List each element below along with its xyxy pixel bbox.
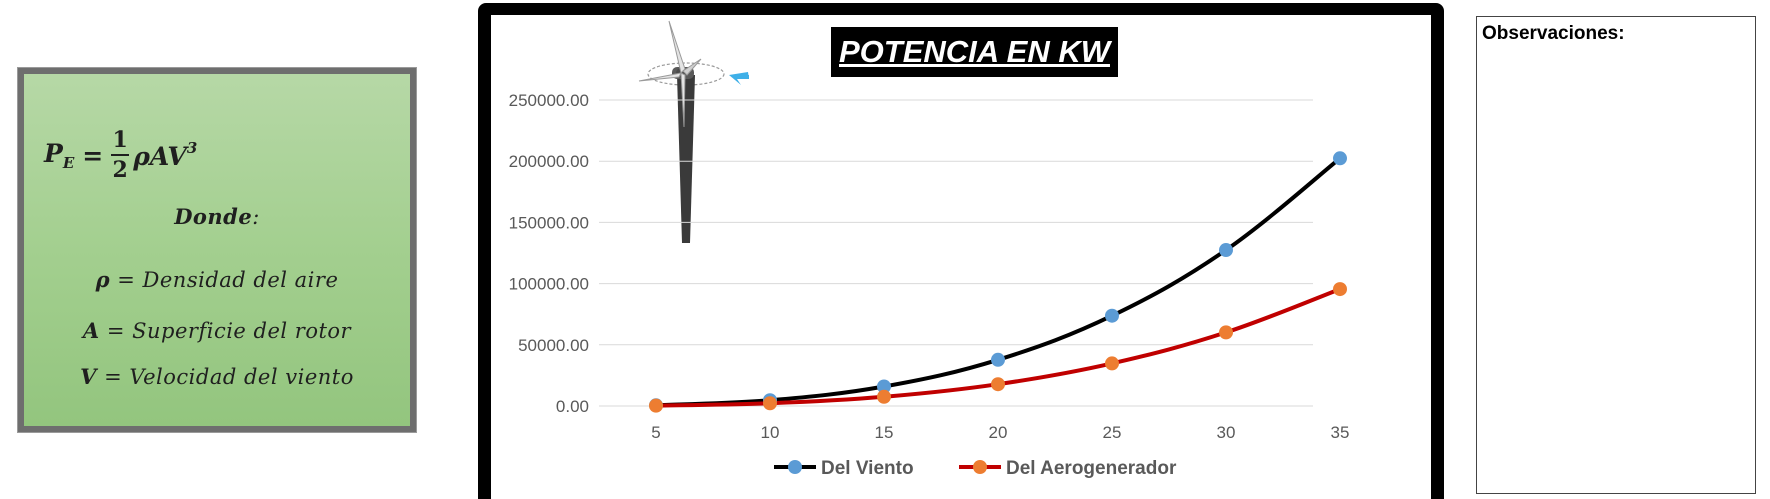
fraction-numerator: 1 bbox=[112, 127, 128, 153]
x-tick-label: 20 bbox=[989, 423, 1008, 442]
gridlines bbox=[599, 99, 1313, 407]
formula-rhs: ρAV3 bbox=[133, 139, 198, 172]
chart-area: 0.00 50000.00 100000.00 150000.00 200000.00 2… bbox=[491, 15, 1431, 499]
donde-heading: Donde: bbox=[174, 204, 260, 229]
power-formula: PE = 1 2 ρAV3 bbox=[44, 127, 198, 184]
formula-panel: PE = 1 2 ρAV3 Donde: ρ = Densidad del ai… bbox=[18, 68, 416, 432]
series-2-point bbox=[763, 396, 777, 411]
rho-definition-text: = Densidad del aire bbox=[117, 268, 339, 292]
fraction-denominator: 2 bbox=[112, 157, 128, 184]
legend: Del Viento Del Aerogenerador bbox=[774, 458, 1177, 479]
formula-rhs-superscript: 3 bbox=[186, 139, 198, 158]
y-tick-label: 150000.00 bbox=[509, 213, 589, 232]
y-tick-label: 200000.00 bbox=[509, 152, 589, 171]
x-tick-label: 5 bbox=[651, 423, 660, 442]
series-1-point bbox=[877, 379, 891, 394]
x-tick-label: 10 bbox=[761, 423, 780, 442]
series-2-point bbox=[991, 377, 1005, 392]
series-1-point bbox=[1333, 151, 1347, 166]
x-tick-label: 25 bbox=[1103, 423, 1122, 442]
y-axis-ticks: 0.00 50000.00 100000.00 150000.00 200000.00 2… bbox=[509, 91, 589, 416]
series-2-point bbox=[649, 398, 663, 413]
area-symbol: A bbox=[82, 318, 100, 343]
legend-label-1: Del Viento bbox=[821, 458, 914, 479]
y-tick-label: 50000.00 bbox=[518, 336, 589, 355]
legend-marker-2 bbox=[973, 460, 987, 474]
x-tick-label: 35 bbox=[1331, 423, 1350, 442]
series-2-point bbox=[1333, 282, 1347, 297]
series-1-point bbox=[1105, 308, 1119, 323]
chart-title: POTENCIA EN KW bbox=[831, 27, 1118, 77]
observations-title: Observaciones: bbox=[1482, 23, 1625, 44]
y-tick-label: 250000.00 bbox=[509, 91, 589, 110]
series-1-point bbox=[1219, 243, 1233, 258]
series-line-1 bbox=[654, 156, 1342, 408]
observations-box[interactable]: Observaciones: bbox=[1476, 16, 1756, 494]
wind-arrow-icon bbox=[729, 72, 749, 85]
legend-marker-1 bbox=[788, 460, 802, 474]
velocity-symbol: V bbox=[80, 364, 97, 389]
x-tick-label: 30 bbox=[1217, 423, 1236, 442]
series-group bbox=[649, 151, 1347, 413]
x-tick-label: 15 bbox=[875, 423, 894, 442]
formula-equals: = bbox=[82, 140, 104, 170]
area-definition: A = Superficie del rotor bbox=[24, 318, 410, 343]
series-2-point bbox=[1219, 325, 1233, 340]
chart-frame: 0.00 50000.00 100000.00 150000.00 200000.00 2… bbox=[478, 3, 1444, 499]
formula-lhs-subscript: E bbox=[62, 153, 75, 172]
legend-label-2: Del Aerogenerador bbox=[1006, 458, 1177, 479]
velocity-definition-text: = Velocidad del viento bbox=[104, 365, 354, 389]
series-2-point bbox=[1105, 356, 1119, 371]
series-2-point bbox=[877, 389, 891, 404]
y-tick-label: 100000.00 bbox=[509, 275, 589, 294]
rho-symbol: ρ bbox=[95, 267, 111, 292]
wind-turbine-icon bbox=[638, 20, 725, 243]
line-chart: 0.00 50000.00 100000.00 150000.00 200000.00 2… bbox=[509, 20, 1349, 479]
series-1-point bbox=[991, 352, 1005, 367]
area-definition-text: = Superficie del rotor bbox=[106, 319, 352, 343]
formula-lhs: PE bbox=[44, 138, 75, 172]
rho-definition: ρ = Densidad del aire bbox=[24, 267, 410, 292]
fraction-bar bbox=[111, 154, 130, 157]
y-tick-label: 0.00 bbox=[556, 397, 589, 416]
x-axis-ticks: 5 10 15 20 25 30 35 bbox=[651, 423, 1349, 442]
velocity-definition: V = Velocidad del viento bbox=[24, 364, 410, 389]
formula-fraction: 1 2 bbox=[111, 127, 130, 184]
